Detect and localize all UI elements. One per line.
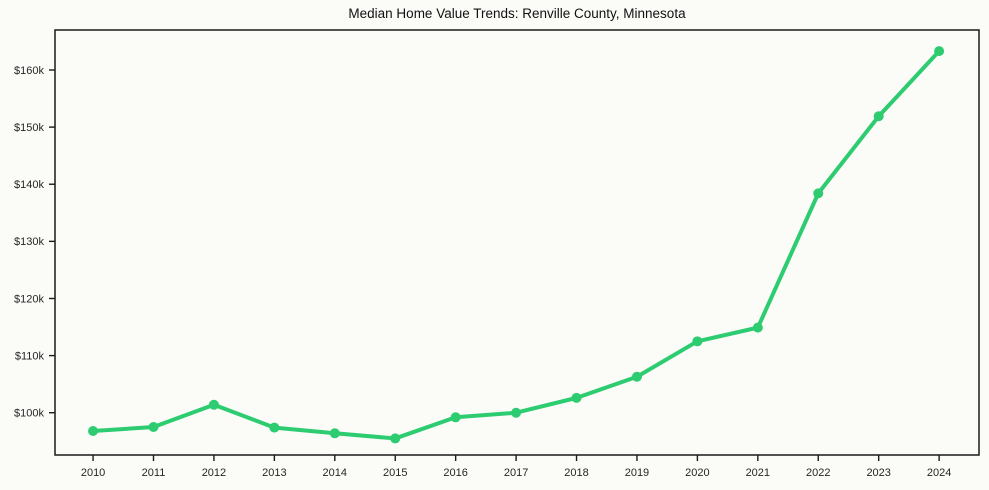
- x-tick-label: 2019: [625, 467, 649, 479]
- data-point-marker: [571, 392, 582, 403]
- x-tick-label: 2014: [323, 467, 347, 479]
- x-tick-label: 2015: [383, 467, 407, 479]
- data-point-marker: [390, 433, 401, 444]
- data-point-marker: [813, 188, 824, 199]
- plot-border: [54, 29, 980, 456]
- data-point-marker: [873, 111, 884, 122]
- x-tick-label: 2021: [746, 467, 770, 479]
- data-point-marker: [692, 336, 703, 347]
- y-tick-label: $120k: [14, 293, 44, 305]
- x-tick-label: 2024: [927, 467, 951, 479]
- y-tick-label: $100k: [14, 408, 44, 420]
- y-tick-label: $130k: [14, 236, 44, 248]
- x-tick-label: 2017: [504, 467, 528, 479]
- x-tick-label: 2016: [443, 467, 467, 479]
- y-tick-label: $160k: [14, 65, 44, 77]
- y-tick-label: $110k: [15, 350, 45, 362]
- x-tick-label: 2020: [685, 467, 709, 479]
- data-point-marker: [752, 322, 763, 333]
- x-tick-label: 2022: [806, 467, 830, 479]
- chart-title: Median Home Value Trends: Renville Count…: [348, 6, 686, 21]
- data-point-marker: [148, 422, 159, 433]
- y-tick-label: $140k: [14, 179, 44, 191]
- x-tick-label: 2013: [262, 467, 286, 479]
- x-tick-label: 2018: [564, 467, 588, 479]
- data-point-marker: [329, 428, 340, 439]
- trend-line: [91, 49, 942, 441]
- x-tick-label: 2010: [81, 467, 105, 479]
- x-tick-label: 2012: [202, 467, 226, 479]
- x-tick-label: 2023: [866, 467, 890, 479]
- data-point-marker: [631, 371, 642, 382]
- data-point-marker: [511, 407, 522, 418]
- y-tick-label: $150k: [14, 122, 44, 134]
- x-tick-label: 2011: [142, 467, 166, 479]
- plot-area: $100k $110k $120k $130k $140k $150k $160k 2010 2…: [14, 29, 980, 479]
- data-point-marker: [934, 46, 945, 57]
- data-point-marker: [208, 399, 219, 410]
- data-point-marker: [88, 426, 99, 437]
- data-point-marker: [450, 412, 461, 423]
- data-point-marker: [269, 422, 280, 433]
